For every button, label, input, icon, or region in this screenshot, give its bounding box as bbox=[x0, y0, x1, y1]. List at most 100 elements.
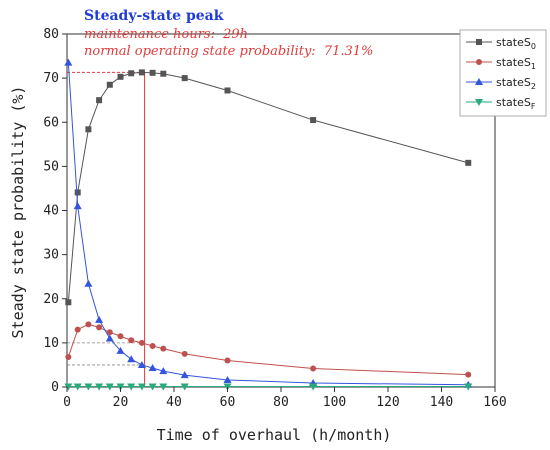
data-point bbox=[180, 371, 189, 379]
legend-item-stateS1: stateS1 bbox=[466, 56, 536, 71]
data-point bbox=[149, 342, 156, 349]
data-point bbox=[224, 357, 231, 364]
y-axis-label: Steady state probability (%) bbox=[9, 86, 27, 339]
plot-area bbox=[66, 33, 496, 388]
x-tick-label: 140 bbox=[430, 395, 453, 410]
data-point bbox=[128, 337, 135, 344]
data-point bbox=[85, 126, 92, 133]
data-point bbox=[106, 329, 113, 336]
data-point bbox=[159, 367, 168, 375]
data-point bbox=[64, 383, 73, 391]
data-point bbox=[117, 333, 124, 340]
x-tick-label: 20 bbox=[113, 395, 129, 410]
legend-label: stateS0 bbox=[496, 36, 536, 51]
data-point bbox=[96, 324, 103, 331]
data-point bbox=[138, 339, 145, 346]
data-point bbox=[160, 345, 167, 352]
x-tick-label: 100 bbox=[323, 395, 346, 410]
data-point bbox=[223, 375, 232, 383]
data-point bbox=[224, 87, 231, 94]
series-line bbox=[67, 71, 469, 303]
y-tick-label: 50 bbox=[43, 159, 59, 174]
series-layer bbox=[64, 58, 473, 391]
legend-label-base: state bbox=[496, 56, 524, 69]
data-point bbox=[310, 117, 317, 124]
series-stateSF bbox=[64, 383, 473, 391]
legend-label-state: S bbox=[524, 56, 531, 69]
legend-label: stateS1 bbox=[496, 56, 536, 71]
annotation-title: Steady-state peak bbox=[84, 8, 224, 24]
annotation-line-1-label: maintenance hours: bbox=[84, 27, 215, 42]
x-tick-label: 120 bbox=[376, 395, 399, 410]
y-tick-label: 0 bbox=[51, 380, 59, 395]
data-point bbox=[64, 58, 73, 66]
data-point bbox=[138, 69, 145, 76]
legend-item-stateS0: stateS0 bbox=[466, 36, 536, 51]
data-point bbox=[65, 299, 72, 306]
x-tick-label: 0 bbox=[63, 395, 71, 410]
data-point bbox=[95, 383, 104, 391]
legend-item-stateSF: stateSF bbox=[466, 96, 536, 111]
data-point bbox=[180, 383, 189, 391]
data-point bbox=[128, 70, 135, 77]
x-tick-label: 40 bbox=[166, 395, 182, 410]
y-tick-label: 30 bbox=[43, 248, 59, 263]
x-axis-label: Time of overhaul (h/month) bbox=[157, 426, 392, 444]
data-point bbox=[105, 383, 114, 391]
legend-label-state: S bbox=[524, 96, 531, 109]
data-point bbox=[74, 189, 81, 196]
data-point bbox=[73, 202, 82, 210]
series-line bbox=[67, 323, 469, 376]
legend-item-stateS2: stateS2 bbox=[466, 76, 536, 91]
y-tick-label: 80 bbox=[43, 27, 59, 42]
data-point bbox=[105, 334, 114, 342]
legend-label-subscript: 2 bbox=[531, 82, 536, 91]
y-tick-label: 10 bbox=[43, 336, 59, 351]
peak-annotation: Steady-state peak maintenance hours: 29h… bbox=[84, 8, 373, 59]
legend-label-subscript: 0 bbox=[531, 42, 536, 51]
x-tick-label: 160 bbox=[483, 395, 506, 410]
annotation-line-2-value: 71.31% bbox=[324, 44, 374, 59]
legend-label: stateS2 bbox=[496, 76, 536, 91]
data-point bbox=[117, 73, 124, 80]
annotation-line-1-value: 29h bbox=[222, 27, 248, 42]
legend-label-state: S bbox=[524, 36, 531, 49]
data-point bbox=[137, 383, 146, 391]
data-point bbox=[106, 81, 113, 88]
annotation-line-1: maintenance hours: 29h bbox=[84, 27, 248, 42]
legend-label-state: S bbox=[524, 76, 531, 89]
data-point bbox=[160, 70, 167, 77]
y-tick-label: 70 bbox=[43, 71, 59, 86]
data-point bbox=[116, 346, 125, 354]
series-stateS1 bbox=[65, 321, 472, 378]
data-point bbox=[73, 383, 82, 391]
legend-label: stateSF bbox=[496, 96, 536, 111]
reference-lines bbox=[67, 71, 146, 387]
y-tick-label: 40 bbox=[43, 204, 59, 219]
data-point bbox=[127, 383, 136, 391]
legend-label-subscript: 1 bbox=[531, 62, 536, 71]
data-point bbox=[475, 99, 483, 106]
data-point bbox=[475, 78, 483, 85]
data-point bbox=[159, 383, 168, 391]
y-tick-label: 60 bbox=[43, 115, 59, 130]
annotation-line-2: normal operating state probability: 71.3… bbox=[84, 44, 373, 59]
data-point bbox=[309, 383, 318, 391]
legend-label-base: state bbox=[496, 96, 524, 109]
data-point bbox=[65, 353, 72, 360]
data-point bbox=[148, 383, 157, 391]
data-point bbox=[465, 371, 472, 378]
legend-label-base: state bbox=[496, 76, 524, 89]
data-point bbox=[74, 326, 81, 333]
axis-ticks: 0 20 40 60 80 100 120 140 160 0 10 20 30 40 50 60 70 80 bbox=[43, 27, 506, 410]
x-tick-label: 80 bbox=[273, 395, 289, 410]
data-point bbox=[149, 69, 156, 76]
data-point bbox=[310, 365, 317, 372]
x-tick-label: 60 bbox=[220, 395, 236, 410]
data-point bbox=[84, 383, 93, 391]
data-point bbox=[96, 97, 103, 104]
data-point bbox=[127, 355, 136, 363]
annotation-line-2-label: normal operating state probability: bbox=[84, 44, 316, 59]
